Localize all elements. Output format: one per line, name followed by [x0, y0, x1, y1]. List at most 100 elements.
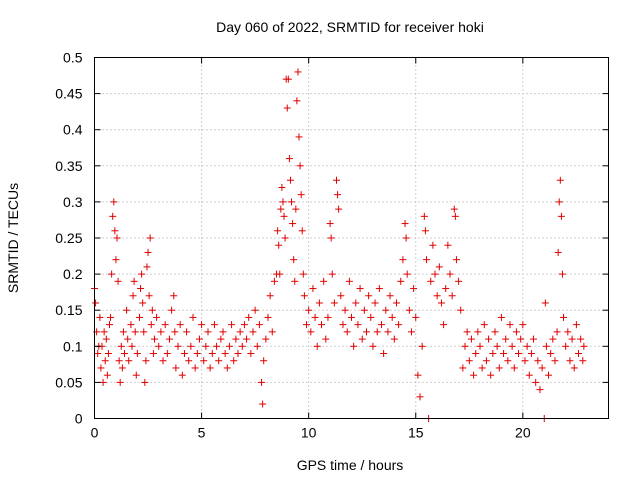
data-point	[527, 350, 535, 358]
data-point	[440, 321, 448, 329]
data-point	[461, 342, 469, 350]
data-point	[155, 342, 163, 350]
data-point	[403, 270, 411, 278]
data-point	[135, 313, 143, 321]
data-point	[285, 155, 293, 163]
data-point	[534, 357, 542, 365]
data-point	[180, 350, 188, 358]
data-point	[337, 292, 345, 300]
data-point	[131, 328, 139, 336]
data-point	[478, 364, 486, 372]
data-point	[118, 364, 126, 372]
data-point	[463, 328, 471, 336]
data-point	[100, 328, 108, 336]
data-point	[195, 335, 203, 343]
data-point	[568, 335, 576, 343]
data-point	[225, 342, 233, 350]
data-point	[324, 313, 332, 321]
data-point	[284, 75, 292, 83]
data-point	[183, 328, 191, 336]
data-point	[210, 321, 218, 329]
data-point	[230, 357, 238, 365]
data-point	[161, 321, 169, 329]
data-point	[305, 306, 313, 314]
data-point	[264, 313, 272, 321]
data-point	[165, 335, 173, 343]
data-point	[343, 328, 351, 336]
data-point	[555, 198, 563, 206]
data-point	[172, 364, 180, 372]
y-tick-label: 0.1	[63, 338, 83, 354]
data-point	[294, 68, 302, 76]
data-point	[145, 292, 153, 300]
data-point	[193, 350, 201, 358]
data-point	[293, 97, 301, 105]
data-point	[309, 285, 317, 293]
data-point	[174, 342, 182, 350]
y-tick-label: 0.4	[63, 122, 83, 138]
data-point	[116, 378, 124, 386]
chart-title: Day 060 of 2022, SRMTID for receiver hok…	[216, 19, 484, 35]
data-point	[142, 357, 150, 365]
data-point	[521, 357, 529, 365]
data-point	[410, 285, 418, 293]
data-point	[191, 364, 199, 372]
data-point	[489, 350, 497, 358]
data-point	[392, 299, 400, 307]
data-point	[277, 205, 285, 213]
data-point	[402, 234, 410, 242]
data-point	[315, 299, 323, 307]
data-point	[120, 350, 128, 358]
data-point	[102, 335, 110, 343]
x-tick-label: 0	[91, 425, 99, 441]
data-point	[504, 357, 512, 365]
data-point	[96, 313, 104, 321]
data-point	[500, 350, 508, 358]
data-point	[551, 357, 559, 365]
data-point	[288, 198, 296, 206]
data-point	[508, 342, 516, 350]
data-point	[465, 357, 473, 365]
y-tick-labels: 0 0.05 0.1 0.15 0.2 0.25 0.3 0.35 0.4 0.45 0.5	[55, 50, 82, 427]
data-point	[525, 371, 533, 379]
data-point	[327, 234, 335, 242]
data-point	[103, 371, 111, 379]
data-point	[519, 321, 527, 329]
data-point	[313, 342, 321, 350]
data-point	[482, 357, 490, 365]
data-point	[92, 299, 100, 307]
data-point	[452, 256, 460, 264]
data-point	[580, 342, 588, 350]
data-point	[377, 321, 385, 329]
data-point	[493, 342, 501, 350]
y-tick-label: 0	[75, 411, 83, 427]
axes	[94, 57, 609, 419]
data-point	[560, 313, 568, 321]
data-point	[474, 328, 482, 336]
data-point	[94, 350, 102, 358]
data-point	[97, 364, 105, 372]
data-point	[198, 321, 206, 329]
data-point	[448, 292, 456, 300]
data-point	[572, 321, 580, 329]
x-tick-label: 20	[515, 425, 531, 441]
data-point	[299, 270, 307, 278]
data-point	[108, 270, 116, 278]
data-point	[238, 342, 246, 350]
data-point	[556, 176, 564, 184]
x-tick-labels: 0 5 10 15 20	[91, 425, 531, 441]
data-point	[375, 285, 383, 293]
data-point	[472, 350, 480, 358]
data-point	[268, 328, 276, 336]
data-point	[459, 364, 467, 372]
data-point	[286, 176, 294, 184]
data-point	[99, 378, 107, 386]
data-point	[554, 248, 562, 256]
data-point	[202, 342, 210, 350]
data-point	[129, 292, 137, 300]
data-point	[251, 306, 259, 314]
data-point	[110, 198, 118, 206]
data-point	[495, 364, 503, 372]
data-point	[262, 335, 270, 343]
data-point	[506, 321, 514, 329]
